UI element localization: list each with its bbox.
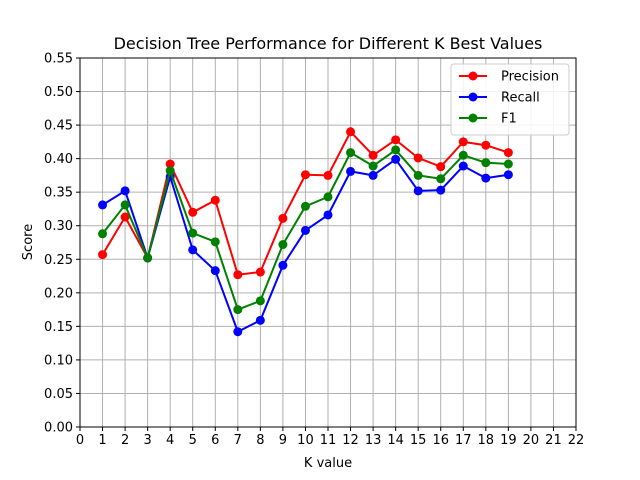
legend-swatch-marker [469, 72, 478, 81]
f1-point [256, 296, 265, 305]
f1-point [211, 237, 220, 246]
x-tick-label: 14 [387, 433, 404, 448]
x-tick-label: 18 [478, 433, 495, 448]
recall-point [481, 174, 490, 183]
recall-point [301, 226, 310, 235]
recall-point [233, 327, 242, 336]
precision-point [391, 135, 400, 144]
y-tick-label: 0.35 [44, 186, 73, 201]
precision-point [481, 141, 490, 150]
f1-point [346, 148, 355, 157]
precision-point [436, 162, 445, 171]
y-tick-label: 0.00 [44, 421, 73, 436]
x-tick-label: 13 [365, 433, 382, 448]
x-axis-title: K value [304, 456, 352, 471]
precision-point [233, 270, 242, 279]
recall-point [391, 155, 400, 164]
f1-point [459, 151, 468, 160]
f1-point [391, 145, 400, 154]
f1-point [436, 174, 445, 183]
y-tick-label: 0.15 [44, 320, 73, 335]
legend-swatch-marker [469, 114, 478, 123]
precision-point [459, 137, 468, 146]
f1-point [143, 253, 152, 262]
f1-point [414, 171, 423, 180]
x-tick-label: 10 [297, 433, 314, 448]
x-tick-label: 22 [568, 433, 585, 448]
recall-point [369, 171, 378, 180]
y-tick-label: 0.10 [44, 353, 73, 368]
y-tick-label: 0.50 [44, 85, 73, 100]
x-tick-label: 3 [143, 433, 151, 448]
recall-point [324, 210, 333, 219]
f1-point [188, 229, 197, 238]
recall-point [211, 266, 220, 275]
recall-point [278, 261, 287, 270]
x-tick-label: 20 [523, 433, 540, 448]
x-tick-label: 16 [432, 433, 449, 448]
x-tick-label: 1 [98, 433, 106, 448]
x-tick-label: 15 [410, 433, 427, 448]
x-tick-label: 5 [189, 433, 197, 448]
recall-point [504, 170, 513, 179]
y-tick-label: 0.45 [44, 119, 73, 134]
legend-label: F1 [501, 112, 517, 127]
precision-point [301, 170, 310, 179]
precision-point [278, 214, 287, 223]
f1-point [98, 229, 107, 238]
f1-point [504, 160, 513, 169]
f1-point [481, 158, 490, 167]
x-tick-label: 17 [455, 433, 472, 448]
chart-title: Decision Tree Performance for Different … [114, 34, 543, 53]
f1-point [301, 202, 310, 211]
legend-label: Recall [501, 91, 540, 106]
f1-point [166, 166, 175, 175]
x-tick-label: 21 [545, 433, 562, 448]
y-tick-label: 0.40 [44, 152, 73, 167]
x-tick-label: 4 [166, 433, 174, 448]
f1-point [233, 305, 242, 314]
precision-point [324, 171, 333, 180]
precision-point [188, 208, 197, 217]
precision-point [369, 151, 378, 160]
legend: Precision Recall F1 [451, 64, 569, 135]
precision-point [414, 153, 423, 162]
f1-point [121, 200, 130, 209]
legend-label: Precision [501, 70, 559, 85]
precision-point [346, 127, 355, 136]
x-tick-label: 12 [342, 433, 359, 448]
x-tick-label: 6 [211, 433, 219, 448]
y-axis-title: Score [21, 224, 36, 260]
x-tick-label: 9 [279, 433, 287, 448]
x-tick-label: 19 [500, 433, 517, 448]
precision-point [211, 196, 220, 205]
recall-point [414, 186, 423, 195]
y-tick-label: 0.25 [44, 253, 73, 268]
recall-point [436, 186, 445, 195]
x-tick-label: 7 [234, 433, 242, 448]
x-tick-label: 11 [320, 433, 337, 448]
f1-point [324, 192, 333, 201]
recall-point [98, 200, 107, 209]
precision-point [98, 250, 107, 259]
y-tick-label: 0.20 [44, 286, 73, 301]
precision-point [504, 148, 513, 157]
y-tick-label: 0.05 [44, 387, 73, 402]
x-tick-label: 0 [76, 433, 84, 448]
recall-point [346, 167, 355, 176]
legend-swatch-marker [469, 93, 478, 102]
recall-point [121, 186, 130, 195]
f1-point [369, 162, 378, 171]
f1-point [278, 240, 287, 249]
recall-point [459, 162, 468, 171]
x-tick-label: 8 [256, 433, 264, 448]
x-tick-label: 2 [121, 433, 129, 448]
y-tick-label: 0.30 [44, 219, 73, 234]
precision-point [256, 268, 265, 277]
y-tick-label: 0.55 [44, 52, 73, 67]
recall-point [256, 316, 265, 325]
recall-point [188, 245, 197, 254]
